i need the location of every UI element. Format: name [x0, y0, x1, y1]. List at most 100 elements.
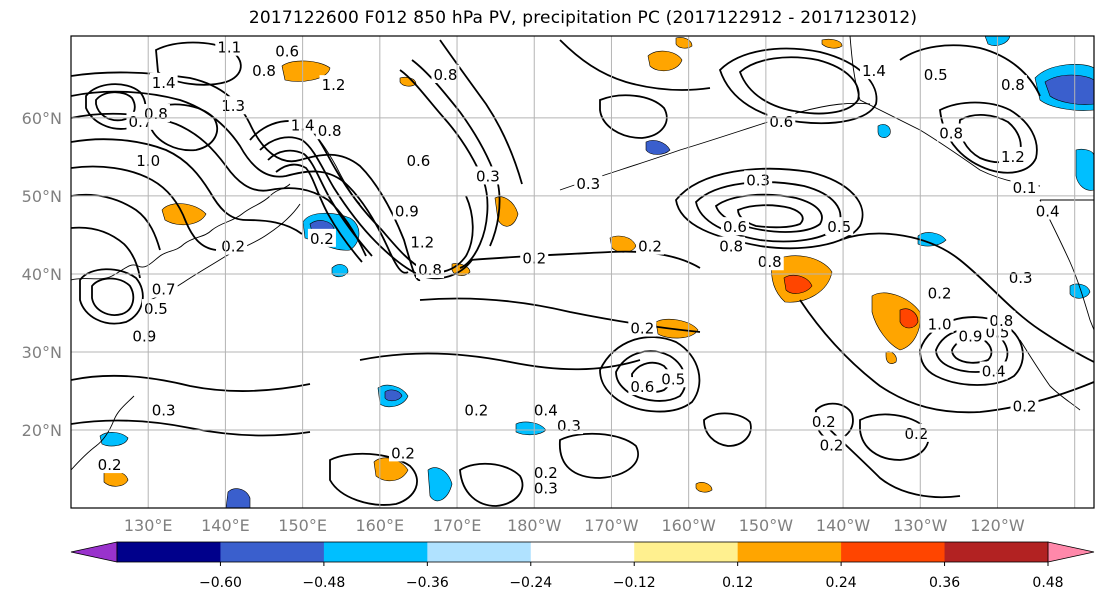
precip-blob: [609, 235, 637, 253]
colorbar-swatch: [944, 542, 1049, 562]
precip-blob: [225, 488, 251, 508]
contour-label-bg: [273, 41, 302, 60]
precip-blob: [161, 203, 207, 226]
contour-label: 1.2: [1001, 148, 1025, 166]
colorbar-swatch: [117, 542, 221, 562]
precip-blob: [821, 38, 843, 49]
pv-contour: [559, 432, 639, 479]
contour-label: 0.2: [904, 425, 928, 443]
pv-contour: [839, 232, 1094, 363]
contour-label: 0.6: [275, 43, 299, 61]
contour-label-bg: [937, 123, 966, 142]
longitude-label: 150°W: [739, 516, 794, 535]
contour-label: 0.2: [1013, 398, 1037, 416]
contour-label: 0.1: [1013, 179, 1037, 197]
pv-contour: [599, 94, 668, 139]
colorbar-tick-label: −0.12: [613, 575, 656, 591]
contour-label: 0.3: [557, 417, 581, 435]
precip-blob: [645, 140, 671, 155]
contour-labels: 1.40.70.81.01.1 0.60.81.21.31.4 0.80.80.3 0…: [95, 37, 1062, 497]
colorbar: −0.60 −0.48 −0.36 −0.24 −0.12 0.12 0.24 0.36 0.4…: [70, 541, 1095, 591]
contour-label-bg: [628, 318, 657, 337]
contour-label-bg: [531, 400, 560, 419]
contour-label-bg: [531, 462, 560, 481]
contour-label: 0.2: [812, 413, 836, 431]
contour-label: 0.2: [310, 230, 334, 248]
contour-label-bg: [404, 150, 433, 169]
precip-blob: [695, 482, 713, 493]
contour-label: 0.8: [758, 253, 782, 271]
contour-label-bg: [636, 236, 665, 255]
pv-contour: [71, 165, 217, 251]
colorbar-extend-high: [1047, 541, 1095, 563]
contour-label: 0.2: [534, 464, 558, 482]
contour-label-bg: [859, 61, 888, 80]
contour-label-bg: [659, 369, 688, 388]
precip-blob: [494, 196, 519, 227]
longitude-label: 160°W: [661, 516, 716, 535]
contour-label: 0.8: [989, 312, 1013, 330]
longitude-label: 180°W: [507, 516, 562, 535]
contour-label-bg: [998, 75, 1027, 94]
pv-contour: [329, 452, 418, 506]
contour-label: 0.2: [221, 238, 245, 256]
precip-positive-shading: [103, 37, 921, 493]
pv-contour: [71, 138, 303, 235]
contour-label-bg: [1010, 178, 1039, 197]
contour-label-bg: [987, 310, 1016, 329]
contour-label: 0.8: [252, 62, 276, 80]
colorbar-tick-label: 0.36: [929, 575, 960, 591]
contour-label-bg: [130, 326, 159, 345]
contour-label: 0.6: [630, 378, 654, 396]
precip-blob: [647, 50, 683, 72]
gridlines: [71, 36, 1094, 508]
contour-label: 0.5: [827, 218, 851, 236]
contour-label-bg: [149, 400, 178, 419]
longitude-label: 170°W: [584, 516, 639, 535]
contour-label: 0.5: [144, 300, 168, 318]
pv-contour: [799, 299, 1094, 414]
precip-blob: [871, 292, 921, 351]
longitude-label: 130°W: [893, 516, 948, 535]
precip-blob: [99, 432, 129, 447]
contour-label: 0.3: [152, 401, 176, 419]
pv-contour: [71, 419, 311, 437]
pv-contour: [155, 41, 242, 86]
contour-label: 0.9: [132, 327, 156, 345]
pv-contour: [71, 226, 141, 279]
contour-label: 1.4: [862, 62, 886, 80]
contour-label-bg: [307, 228, 336, 247]
contour-label-bg: [902, 423, 931, 442]
pv-contour: [419, 297, 701, 333]
contour-label-bg: [956, 326, 985, 345]
contour-label-bg: [809, 412, 838, 431]
contour-label: 0.2: [630, 320, 654, 338]
contour-label: 0.9: [959, 327, 983, 345]
pv-contour: [439, 39, 523, 185]
precip-blob: [899, 308, 919, 329]
contour-label-bg: [473, 166, 502, 185]
longitude-label: 160°E: [356, 516, 405, 535]
colorbar-tick-label: 0.24: [826, 575, 857, 591]
colorbar-swatch: [841, 542, 946, 562]
contour-label-bg: [925, 283, 954, 302]
contour-label: 0.4: [1036, 203, 1060, 221]
contour-label-bg: [921, 65, 950, 84]
precip-blob: [384, 389, 403, 402]
latitude-label: 20°N: [22, 421, 62, 440]
contour-label: 0.3: [1009, 269, 1033, 287]
contour-label-bg: [149, 279, 178, 298]
precip-blob: [917, 232, 947, 247]
contour-label-bg: [1033, 201, 1062, 220]
contour-label-bg: [717, 236, 746, 255]
contour-label: 0.2: [464, 401, 488, 419]
contour-label-bg: [998, 146, 1027, 165]
longitude-label: 170°E: [433, 516, 482, 535]
pv-contour: [469, 250, 701, 269]
pv-contour: [71, 71, 421, 281]
contour-label: 0.8: [418, 261, 442, 279]
longitude-label: 120°W: [970, 516, 1025, 535]
contour-label: 0.3: [534, 479, 558, 497]
contour-label: 1.3: [221, 97, 245, 115]
pv-contour: [149, 103, 218, 152]
